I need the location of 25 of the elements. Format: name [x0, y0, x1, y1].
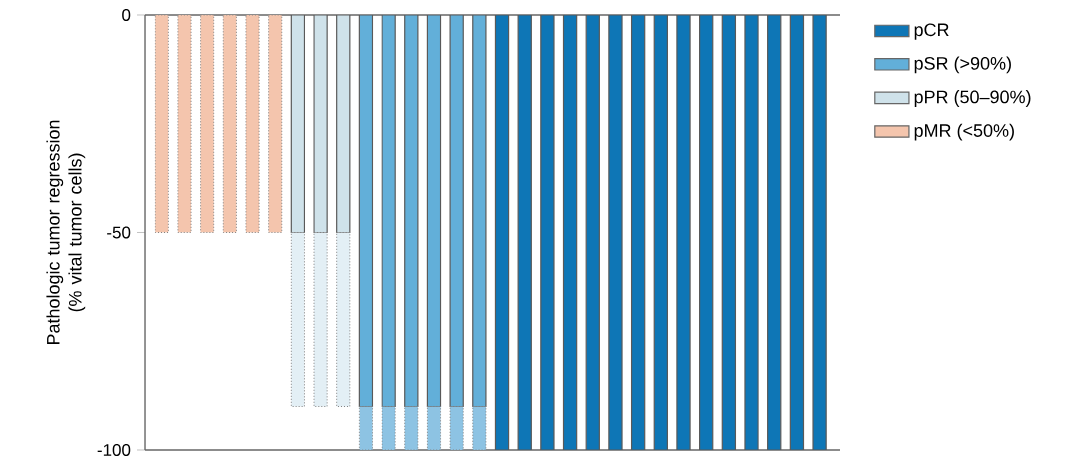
- bar: [789, 14, 805, 450]
- bar: [721, 14, 737, 450]
- bar: [472, 14, 487, 408]
- bar: [562, 14, 578, 450]
- legend-label: pMR (<50%): [914, 123, 1014, 141]
- bar: [426, 14, 442, 408]
- y-tick-label: 0: [122, 8, 131, 21]
- legend-label: pCR: [914, 23, 949, 40]
- bar: [313, 231, 328, 407]
- bar: [472, 405, 487, 450]
- bar: [494, 14, 510, 450]
- bar: [653, 14, 668, 450]
- y-tick-label: -100: [97, 443, 131, 456]
- legend-label: pSR (>90%): [914, 56, 1011, 74]
- y-tick-label: -50: [107, 226, 131, 239]
- bar: [426, 405, 442, 450]
- bar: [404, 14, 419, 408]
- bar: [404, 405, 419, 450]
- bar: [290, 231, 305, 407]
- bar: [812, 14, 827, 450]
- bar: [699, 14, 714, 450]
- legend-label: pPR (50–90%): [914, 90, 1031, 107]
- y-axis-title: Pathologic tumor regression (% vital tumor cells): [46, 120, 86, 345]
- bar: [630, 14, 646, 450]
- bar: [336, 231, 351, 407]
